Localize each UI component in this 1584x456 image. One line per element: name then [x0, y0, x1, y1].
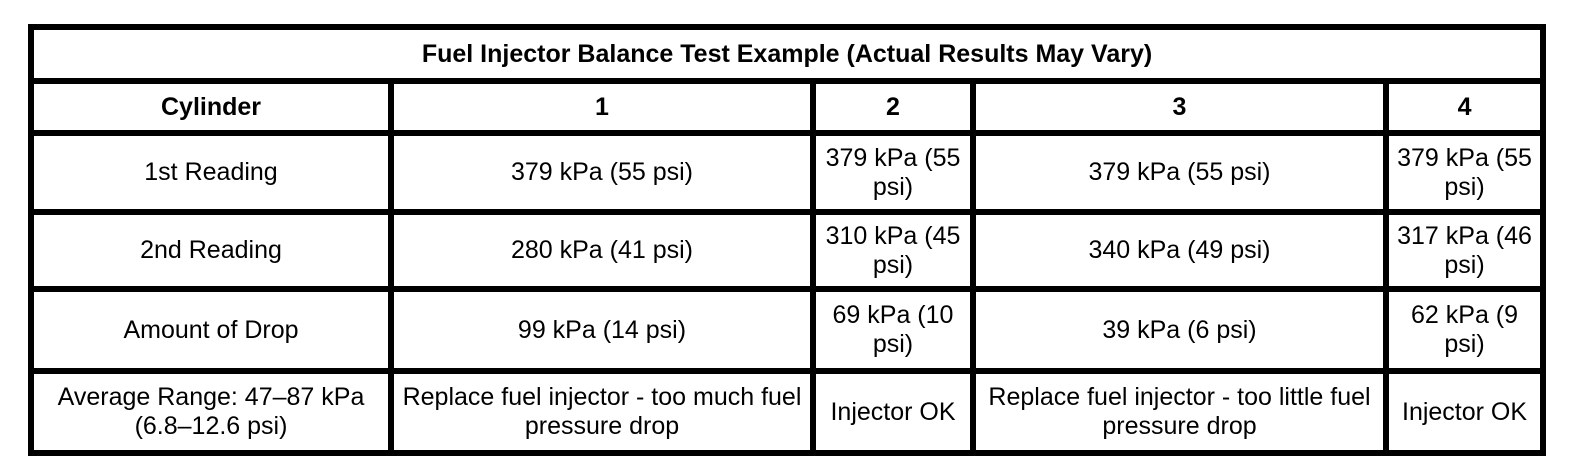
table-row-amount-of-drop: Amount of Drop 99 kPa (14 psi) 69 kPa (1…	[28, 286, 1547, 374]
column-header-cylinder-3: 3	[970, 78, 1389, 136]
cell-first-reading-cyl1: 379 kPa (55 psi)	[388, 130, 816, 215]
table-row-first-reading: 1st Reading 379 kPa (55 psi) 379 kPa (55…	[28, 130, 1547, 215]
table-row-second-reading: 2nd Reading 280 kPa (41 psi) 310 kPa (45…	[28, 209, 1547, 292]
column-header-cylinder-1: 1	[388, 78, 816, 136]
row-label-first-reading: 1st Reading	[28, 130, 394, 215]
table-row-diagnosis: Average Range: 47–87 kPa (6.8–12.6 psi) …	[28, 368, 1547, 456]
table-header-row: Cylinder 1 2 3 4	[28, 78, 1547, 136]
cell-first-reading-cyl3: 379 kPa (55 psi)	[970, 130, 1389, 215]
cell-drop-cyl3: 39 kPa (6 psi)	[970, 286, 1389, 374]
cell-drop-cyl2: 69 kPa (10 psi)	[810, 286, 976, 374]
cell-first-reading-cyl2: 379 kPa (55 psi)	[810, 130, 976, 215]
cell-diagnosis-cyl4: Injector OK	[1382, 368, 1547, 456]
row-label-amount-of-drop: Amount of Drop	[28, 286, 394, 374]
table-title-row: Fuel Injector Balance Test Example (Actu…	[27, 24, 1547, 84]
cell-first-reading-cyl4: 379 kPa (55 psi)	[1382, 130, 1547, 215]
cell-diagnosis-cyl2: Injector OK	[810, 368, 976, 456]
table-title: Fuel Injector Balance Test Example (Actu…	[27, 24, 1547, 84]
column-header-cylinder-2: 2	[810, 78, 976, 136]
cell-drop-cyl4: 62 kPa (9 psi)	[1382, 286, 1547, 374]
cell-diagnosis-cyl3: Replace fuel injector - too little fuel …	[970, 368, 1389, 456]
fuel-injector-balance-table: Fuel Injector Balance Test Example (Actu…	[27, 24, 1547, 456]
column-header-cylinder: Cylinder	[28, 78, 394, 136]
cell-second-reading-cyl2: 310 kPa (45 psi)	[810, 209, 976, 292]
column-header-cylinder-4: 4	[1382, 78, 1547, 136]
row-label-second-reading: 2nd Reading	[28, 209, 394, 292]
cell-drop-cyl1: 99 kPa (14 psi)	[388, 286, 816, 374]
row-label-average-range: Average Range: 47–87 kPa (6.8–12.6 psi)	[28, 368, 394, 456]
cell-second-reading-cyl1: 280 kPa (41 psi)	[388, 209, 816, 292]
cell-diagnosis-cyl1: Replace fuel injector - too much fuel pr…	[388, 368, 816, 456]
cell-second-reading-cyl3: 340 kPa (49 psi)	[970, 209, 1389, 292]
cell-second-reading-cyl4: 317 kPa (46 psi)	[1382, 209, 1547, 292]
